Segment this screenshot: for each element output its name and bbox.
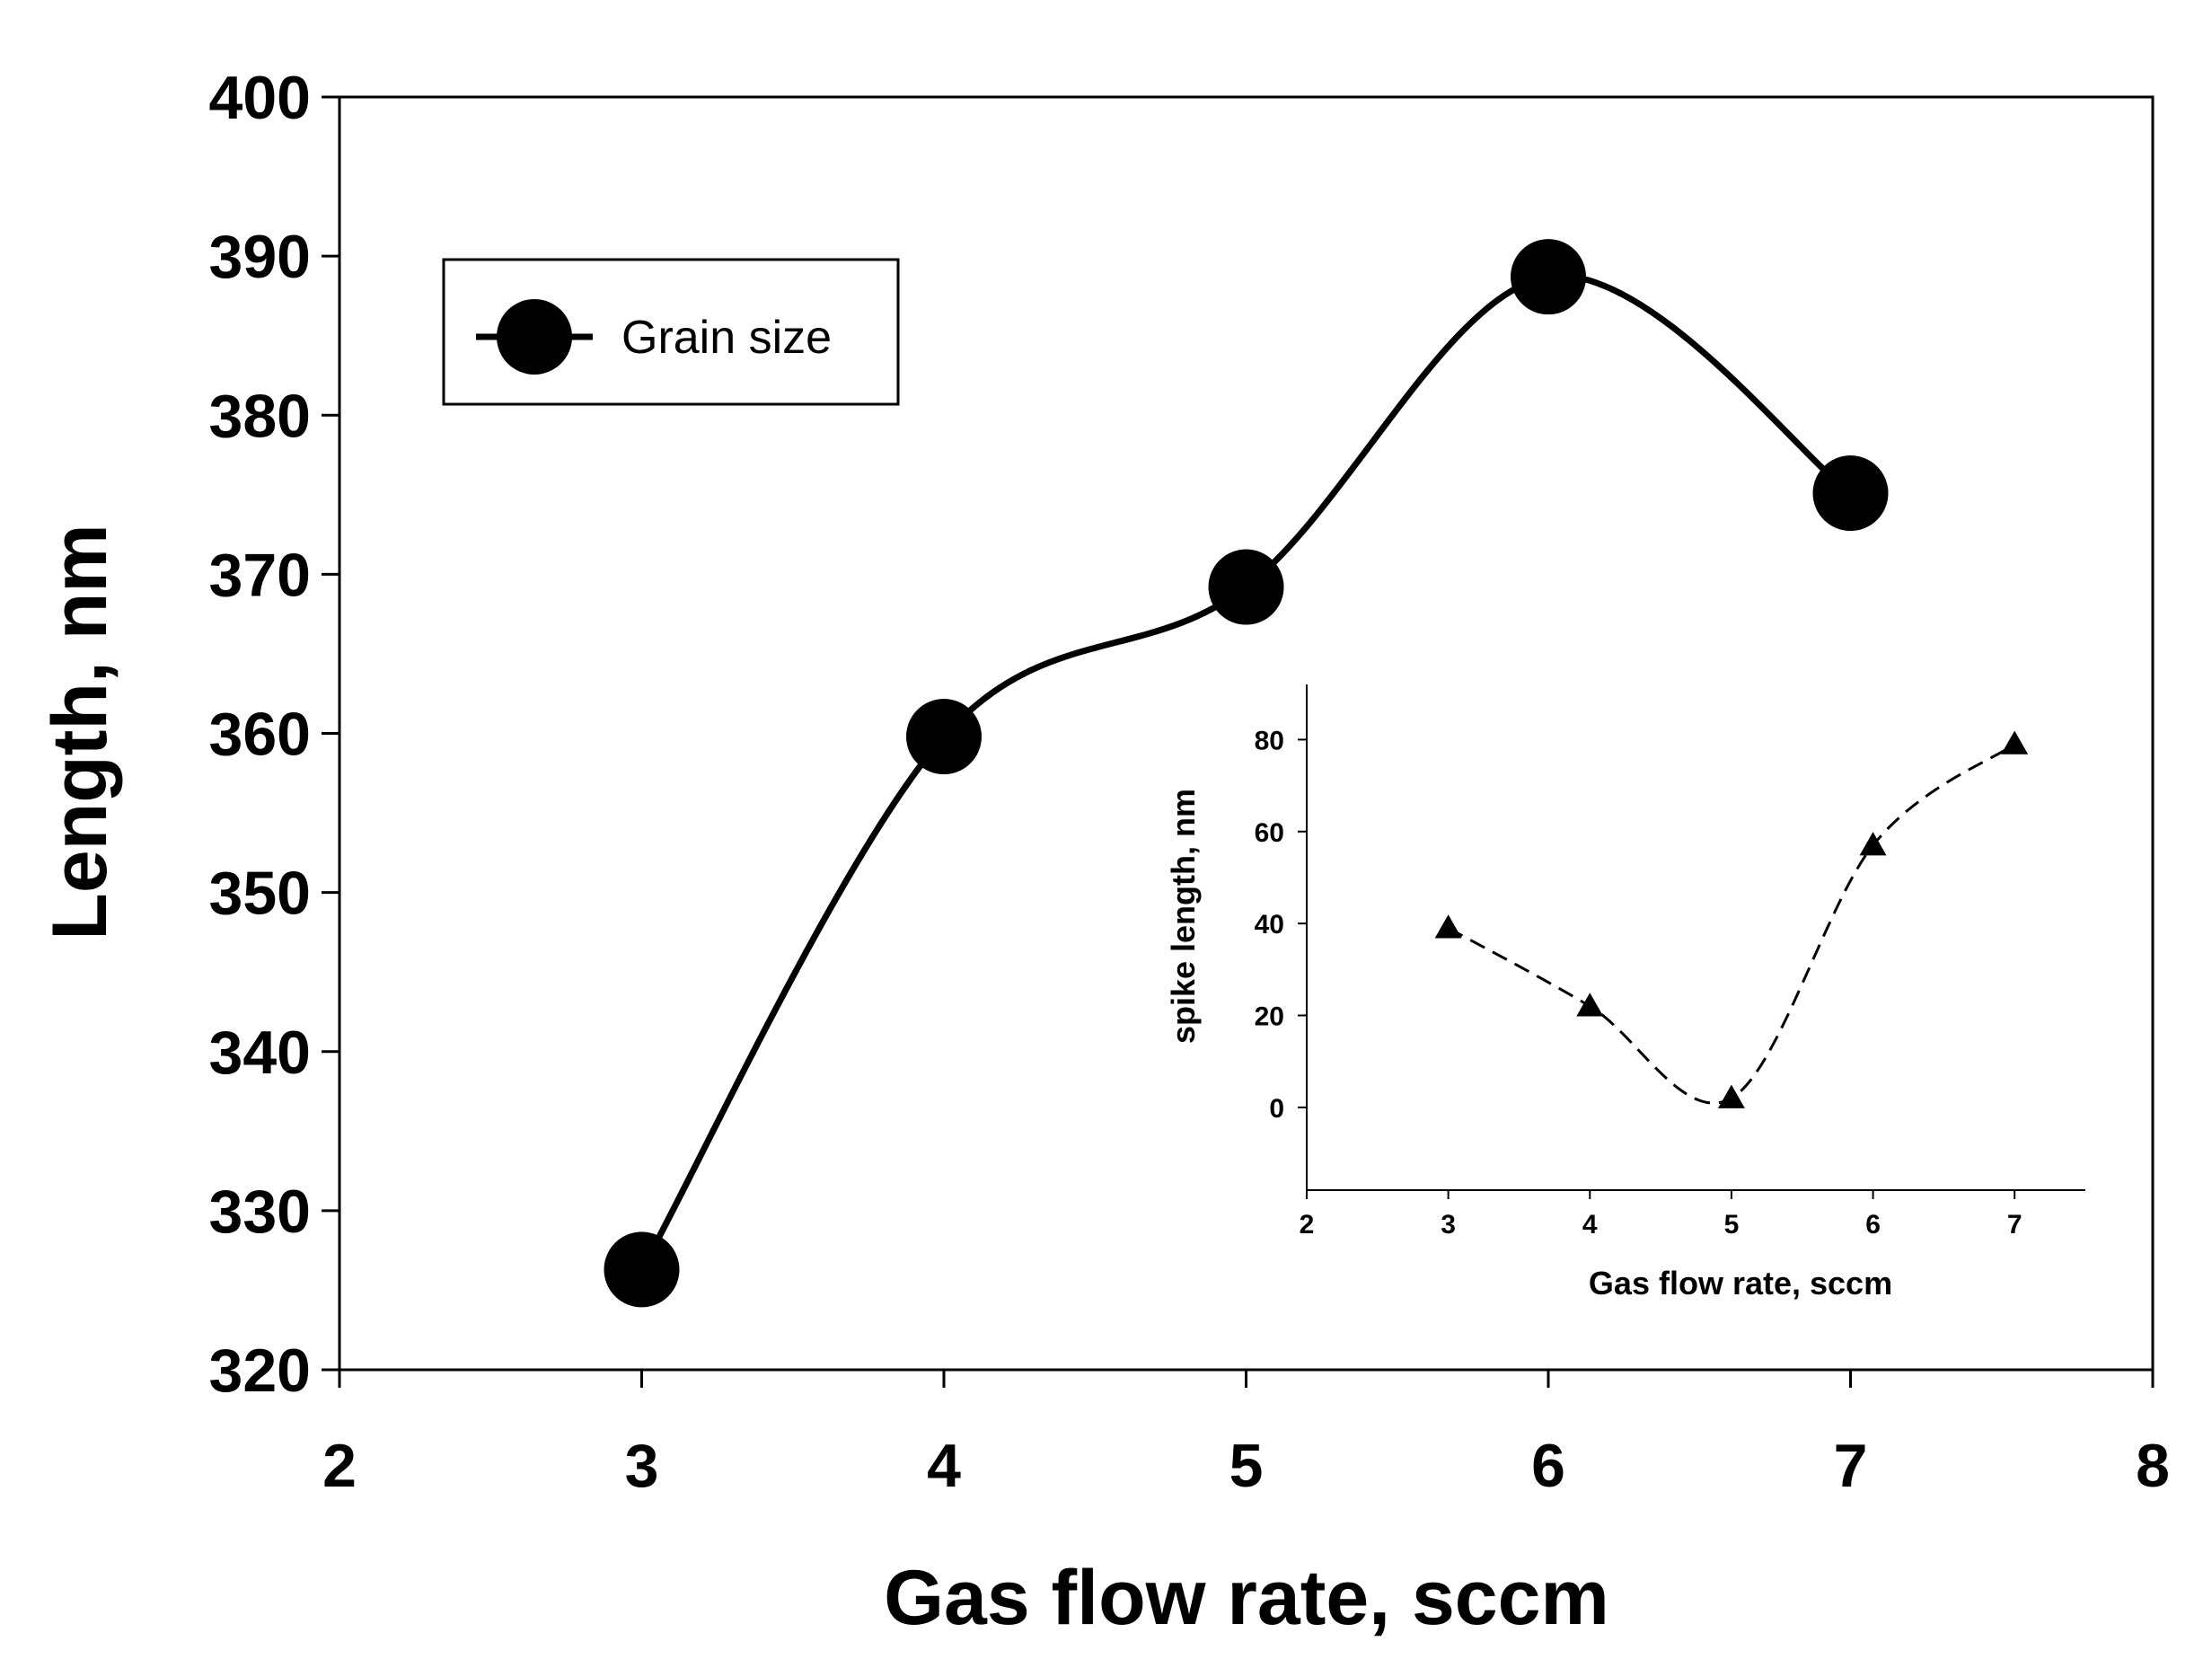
- inset-y-tick-label: 20: [1255, 1002, 1284, 1032]
- x-tick-label: 6: [1531, 1432, 1565, 1500]
- spike-length-point: [1717, 1084, 1745, 1108]
- legend-label: Grain size: [621, 312, 832, 364]
- y-tick-label: 330: [209, 1178, 311, 1246]
- y-tick-label: 400: [209, 64, 311, 132]
- x-tick-label: 8: [2136, 1432, 2170, 1500]
- inset-plot: 0 20 40 60 80 2 3 4 5 6 7 Gas flow rate, sccm spike …: [1165, 684, 2085, 1302]
- x-tick-label: 4: [927, 1432, 961, 1500]
- legend-marker: [497, 299, 572, 375]
- y-tick-label: 370: [209, 541, 311, 609]
- spike-length-point: [2001, 730, 2029, 754]
- grain-size-point: [1208, 549, 1284, 625]
- x-tick-label: 3: [625, 1432, 659, 1500]
- grain-size-point: [604, 1231, 680, 1308]
- y-tick-label: 380: [209, 382, 311, 450]
- y-tick-label: 320: [209, 1337, 311, 1405]
- spike-length-point: [1859, 832, 1887, 856]
- y-tick-label: 350: [209, 860, 311, 928]
- y-tick-label: 390: [209, 223, 311, 291]
- spike-length-point: [1434, 914, 1462, 939]
- x-axis-title: Gas flow rate, sccm: [884, 1555, 1609, 1641]
- spike-length-line: [1447, 743, 2016, 1105]
- y-tick-label: 340: [209, 1019, 311, 1087]
- y-axis-title: Length, nm: [37, 524, 123, 940]
- inset-x-tick-label: 3: [1441, 1210, 1456, 1240]
- inset-y-tick-label: 40: [1255, 910, 1284, 940]
- grain-size-point: [1511, 239, 1586, 315]
- grain-size-point: [906, 699, 982, 775]
- inset-x-tick-label: 6: [1865, 1210, 1881, 1240]
- inset-x-tick-label: 5: [1724, 1210, 1740, 1240]
- inset-y-axis-title: spike length, nm: [1165, 789, 1202, 1044]
- inset-x-tick-label: 2: [1300, 1210, 1315, 1240]
- x-tick-label: 7: [1834, 1432, 1868, 1500]
- legend: Grain size: [442, 258, 900, 406]
- spike-length-point: [1576, 993, 1604, 1017]
- grain-size-line: [639, 272, 1853, 1272]
- y-tick-label: 360: [209, 701, 311, 769]
- x-tick-label: 5: [1229, 1432, 1264, 1500]
- inset-y-tick-label: 80: [1255, 726, 1284, 755]
- inset-x-axis-title: Gas flow rate, sccm: [1589, 1265, 1892, 1302]
- inset-x-tick-label: 4: [1582, 1210, 1598, 1240]
- x-tick-label: 2: [322, 1432, 357, 1500]
- grain-size-point: [1812, 455, 1889, 532]
- inset-x-tick-label: 7: [2007, 1210, 2023, 1240]
- inset-y-tick-label: 0: [1269, 1094, 1284, 1124]
- inset-y-tick-label: 60: [1255, 818, 1284, 848]
